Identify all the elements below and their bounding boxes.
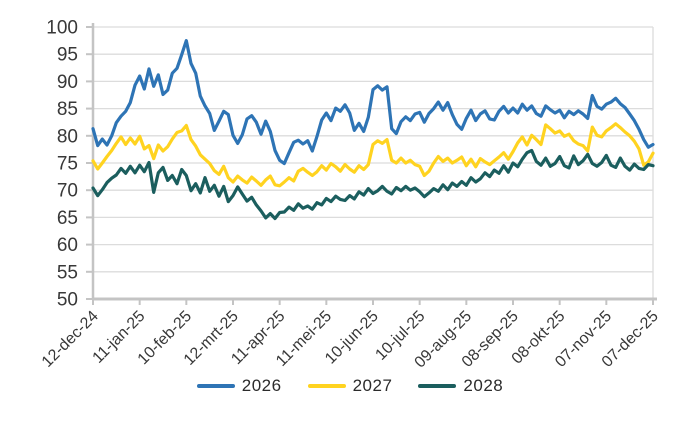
y-tick-label: 85 — [57, 99, 78, 120]
y-tick-label: 75 — [57, 154, 78, 175]
y-tick-label: 70 — [57, 181, 78, 202]
legend-swatch-2028 — [418, 384, 457, 388]
series-lines — [91, 38, 655, 221]
y-axis-labels: 100 95 90 85 80 75 70 65 60 55 50 — [46, 18, 93, 311]
series-line-2027 — [91, 122, 655, 188]
legend-label-2028: 2028 — [463, 376, 504, 395]
x-axis-labels: 12-dec-2411-jan-2510-feb-2512-mrt-2511-a… — [39, 299, 662, 371]
legend-label-2026: 2026 — [241, 376, 282, 395]
legend-label-2027: 2027 — [352, 376, 393, 395]
y-tick-label: 95 — [57, 45, 78, 66]
y-tick-label: 80 — [57, 126, 78, 147]
y-tick-label: 50 — [57, 290, 78, 311]
y-tick-label: 60 — [57, 235, 78, 256]
y-tick-label: 65 — [57, 208, 78, 229]
series-line-2028 — [91, 148, 655, 221]
chart-legend: 2026 2027 2028 — [0, 376, 700, 396]
legend-item-2026: 2026 — [196, 376, 282, 396]
y-tick-label: 90 — [57, 72, 78, 93]
series-line-2026 — [91, 38, 655, 166]
legend-swatch-2026 — [196, 384, 235, 388]
legend-swatch-2027 — [307, 384, 346, 388]
legend-item-2028: 2028 — [418, 376, 503, 396]
x-tick-label: 12-dec-24 — [39, 308, 102, 371]
legend-item-2027: 2027 — [307, 376, 393, 396]
chart-canvas: 100 95 90 85 80 75 70 65 60 55 5012-dec-2411-jan-2… — [39, 18, 662, 372]
y-tick-label: 55 — [57, 262, 78, 283]
gridlines — [93, 26, 653, 273]
y-tick-label: 100 — [46, 18, 78, 39]
